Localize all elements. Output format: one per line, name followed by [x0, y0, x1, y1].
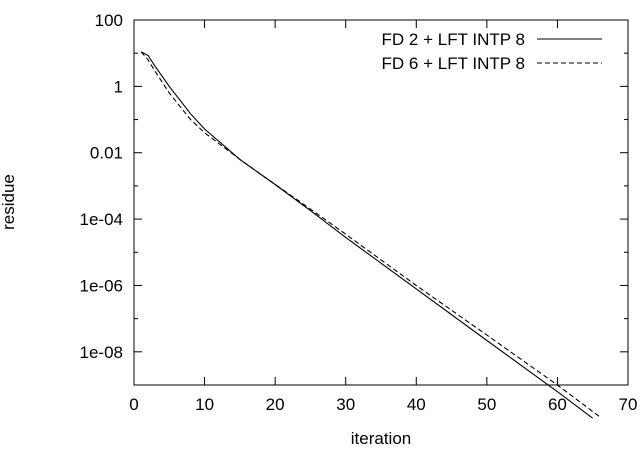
x-tick-label: 30 — [336, 395, 355, 414]
y-tick-label: 1e-04 — [80, 210, 123, 229]
x-tick-label: 60 — [548, 395, 567, 414]
y-tick-label: 0.01 — [90, 144, 123, 163]
x-tick-label: 20 — [266, 395, 285, 414]
y-tick-label: 1e-08 — [80, 343, 123, 362]
legend-label-2: FD 6 + LFT INTP 8 — [382, 54, 525, 73]
y-axis-label: residue — [0, 174, 18, 230]
y-tick-label: 1 — [114, 77, 123, 96]
x-axis-label: iteration — [351, 429, 411, 448]
x-tick-label: 70 — [619, 395, 638, 414]
series-lines — [140, 51, 601, 419]
series-line-1 — [140, 51, 594, 419]
legend: FD 2 + LFT INTP 8 FD 6 + LFT INTP 8 — [382, 30, 602, 73]
y-tick-label: 1e-06 — [80, 276, 123, 295]
x-tick-label: 10 — [195, 395, 214, 414]
x-tick-label: 50 — [477, 395, 496, 414]
series-line-2 — [140, 51, 601, 418]
x-tick-label: 40 — [407, 395, 426, 414]
axis-ticks — [133, 19, 629, 386]
axis-tick-labels: 0 10 20 30 40 50 60 70 100 1 0.01 1e-04 1e-06 1e-08 — [80, 11, 638, 414]
legend-label-1: FD 2 + LFT INTP 8 — [382, 30, 525, 49]
x-tick-label: 0 — [129, 395, 138, 414]
y-tick-label: 100 — [95, 11, 123, 30]
plot-frame — [133, 19, 629, 386]
